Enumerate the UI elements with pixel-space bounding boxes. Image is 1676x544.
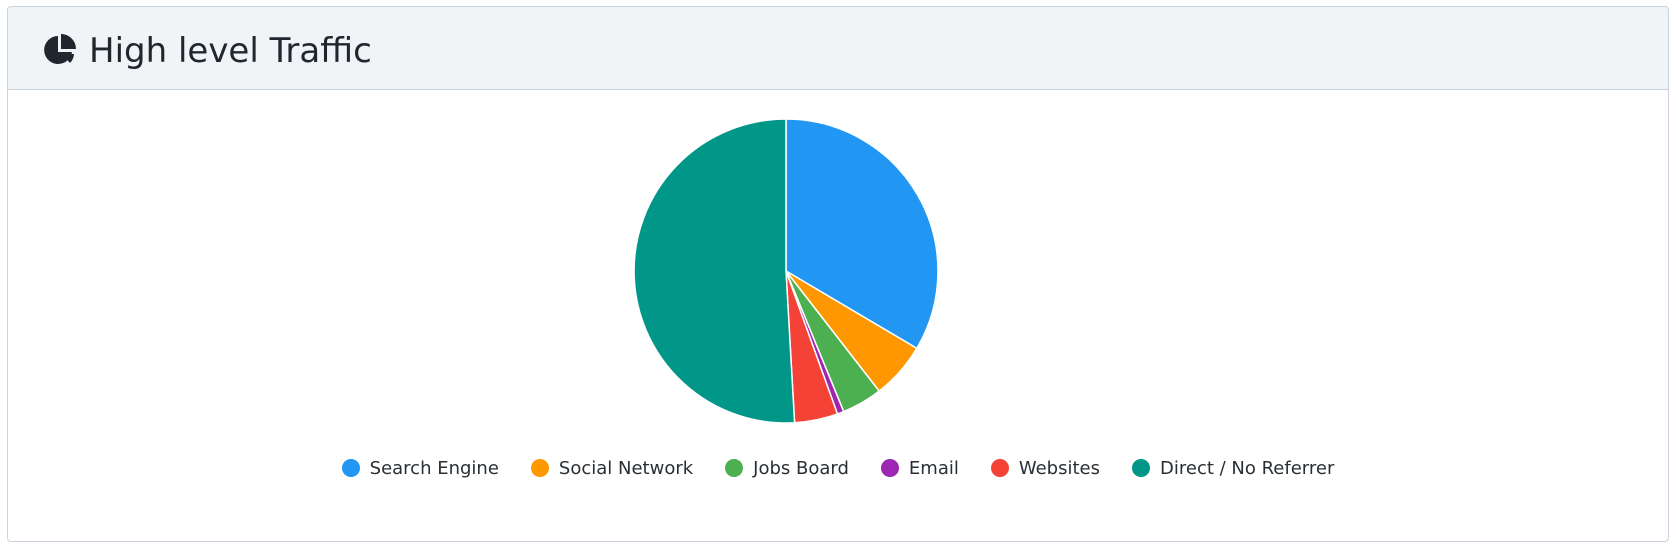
legend-label: Websites <box>1018 457 1100 479</box>
legend-marker <box>341 459 360 477</box>
legend-label: Direct / No Referrer <box>1160 457 1335 479</box>
legend-marker <box>530 459 549 477</box>
legend-item-jobs-board[interactable]: Jobs Board <box>725 458 849 479</box>
legend-marker <box>1132 459 1150 477</box>
legend-label: Email <box>908 457 959 479</box>
chart-legend: Search Engine Social Network Jobs Board Ema… <box>8 453 1668 483</box>
traffic-card: High level Traffic Search Engine Social N… <box>7 6 1669 542</box>
legend-label: Jobs Board <box>753 457 849 479</box>
legend-label: Social Network <box>558 457 694 479</box>
legend-item-social-network[interactable]: Social Network <box>530 457 694 479</box>
legend-item-direct-no-referrer[interactable]: Direct / No Referrer <box>1132 458 1334 479</box>
legend-marker <box>880 459 899 477</box>
legend-item-websites[interactable]: Websites <box>990 457 1100 479</box>
pie-slice-search-engine[interactable] <box>785 118 939 350</box>
chart-area: Search Engine Social Network Jobs Board Ema… <box>8 90 1668 541</box>
legend-item-email[interactable]: Email <box>880 457 959 479</box>
pie-chart <box>633 118 939 424</box>
legend-label: Search Engine <box>369 457 499 479</box>
legend-marker <box>990 459 1009 477</box>
card-header: High level Traffic <box>8 7 1668 90</box>
page-title: High level Traffic <box>89 31 372 71</box>
legend-item-search-engine[interactable]: Search Engine <box>341 457 499 479</box>
pie-slice-direct-no-referrer[interactable] <box>633 118 796 424</box>
pie-chart-icon <box>44 34 76 64</box>
legend-marker <box>725 459 744 477</box>
